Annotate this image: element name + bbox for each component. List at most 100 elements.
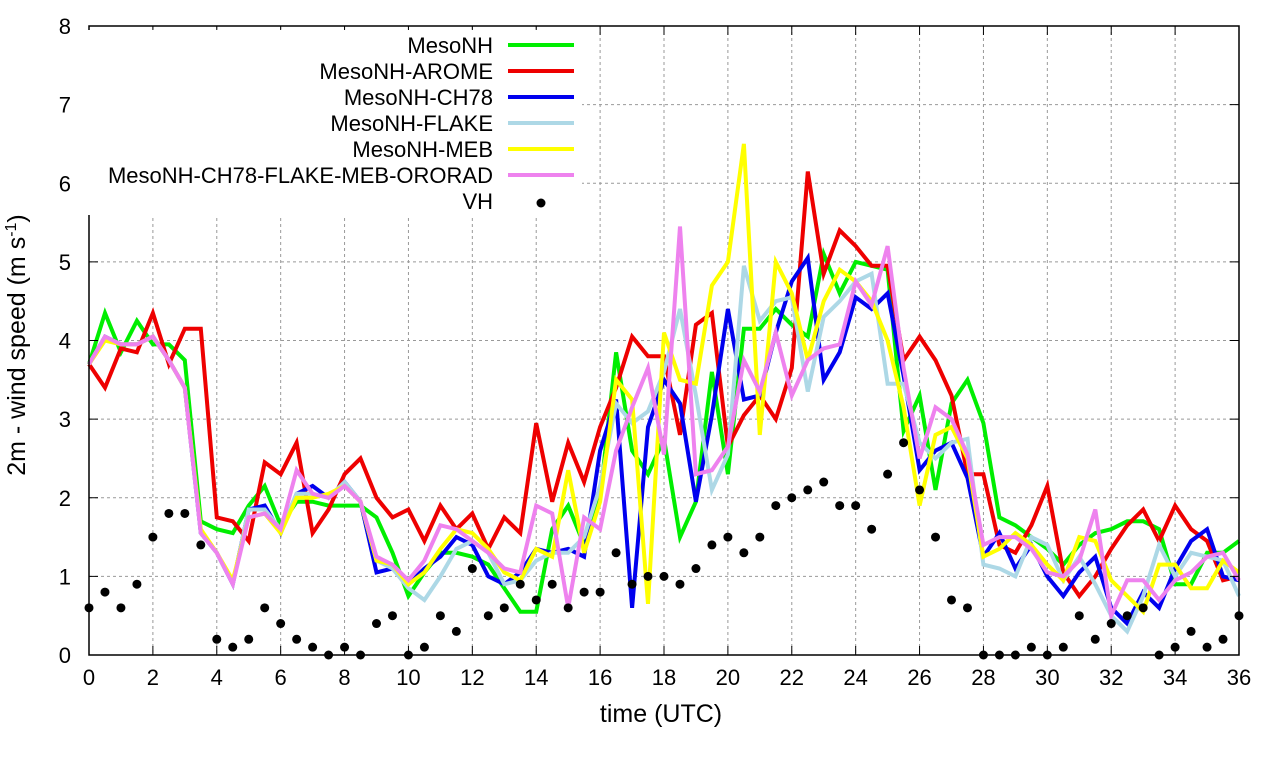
- vh-point: [627, 579, 637, 589]
- vh-point: [883, 469, 893, 479]
- vh-point: [451, 626, 461, 636]
- vh-point: [483, 611, 493, 621]
- vh-point: [308, 642, 318, 652]
- legend-background: [72, 30, 582, 215]
- vh-point: [1202, 642, 1212, 652]
- vh-point: [563, 603, 573, 613]
- series-mesonh-meb: [87, 143, 1241, 616]
- vh-point: [132, 579, 142, 589]
- vh-point: [915, 485, 925, 495]
- legend-label-mesonh-ch78: MesoNH-CH78: [344, 85, 493, 110]
- vh-point: [164, 508, 174, 518]
- vh-point: [947, 595, 956, 605]
- y-axis-label-main: 2m - wind speed (m s: [3, 237, 31, 476]
- vh-point: [643, 571, 653, 581]
- vh-point: [1218, 634, 1228, 644]
- vh-point: [867, 524, 877, 534]
- vh-point: [244, 634, 254, 644]
- vh-point: [1106, 619, 1116, 629]
- legend: MesoNHMesoNH-AROMEMesoNH-CH78MesoNH-FLAK…: [72, 30, 582, 215]
- x-tick-label: 4: [211, 665, 223, 690]
- y-tick-label: 7: [59, 93, 71, 118]
- vh-point: [659, 571, 669, 581]
- vh-point: [1026, 642, 1036, 652]
- vh-point: [723, 532, 733, 542]
- vh-point: [1058, 642, 1068, 652]
- legend-label-vh: VH: [462, 189, 493, 214]
- x-tick-label: 8: [338, 665, 350, 690]
- x-tick-label: 34: [1163, 665, 1187, 690]
- vh-point: [803, 485, 813, 495]
- series-layer: [84, 143, 1244, 660]
- x-tick-label: 26: [907, 665, 931, 690]
- x-axis-label: time (UTC): [600, 700, 722, 728]
- y-tick-label: 2: [59, 486, 71, 511]
- y-tick-labels: 0 1 2 3 4 5 6 7 8: [59, 14, 71, 668]
- y-axis-label-sup: -1: [3, 222, 20, 236]
- vh-point: [499, 603, 509, 613]
- series-line-mesonh-ch78-flake-meb-ororad: [87, 226, 1241, 623]
- vh-point: [515, 579, 525, 589]
- x-tick-label: 14: [524, 665, 548, 690]
- vh-point: [467, 564, 477, 574]
- x-tick-labels: 0 2 4 6 8 10 12 14 16 18 20 22 24 26 28 30 32 34 36: [83, 665, 1251, 690]
- x-tick-label: 20: [716, 665, 740, 690]
- vh-point: [675, 579, 685, 589]
- vh-point: [787, 493, 797, 503]
- vh-point: [531, 595, 541, 605]
- x-tick-label: 36: [1227, 665, 1251, 690]
- vh-point: [835, 501, 845, 511]
- vh-point: [228, 642, 238, 652]
- vh-point: [276, 619, 286, 629]
- y-tick-label: 0: [59, 643, 71, 668]
- x-tick-label: 22: [780, 665, 804, 690]
- legend-label-mesonh-arome: MesoNH-AROME: [319, 59, 493, 84]
- legend-label-mesonh-flake: MesoNH-FLAKE: [330, 111, 493, 136]
- vh-point: [579, 587, 589, 597]
- legend-label-mesonh: MesoNH: [407, 33, 493, 58]
- vh-point: [771, 501, 781, 511]
- x-tick-label: 0: [83, 665, 95, 690]
- vh-point: [707, 540, 717, 550]
- vh-point: [148, 532, 158, 542]
- y-tick-label: 8: [59, 14, 71, 39]
- series-line-mesonh-meb: [87, 143, 1241, 616]
- vh-point: [387, 611, 397, 621]
- y-tick-label: 3: [59, 407, 71, 432]
- x-tick-label: 30: [1035, 665, 1059, 690]
- x-tick-label: 32: [1099, 665, 1123, 690]
- vh-point: [739, 548, 749, 558]
- x-tick-label: 18: [652, 665, 676, 690]
- vh-point: [819, 477, 829, 487]
- vh-point: [962, 603, 972, 613]
- vh-point: [292, 634, 302, 644]
- vh-point: [1090, 634, 1100, 644]
- vh-point: [372, 619, 381, 629]
- vh-point: [1186, 626, 1196, 636]
- vh-point: [180, 508, 190, 518]
- vh-point: [547, 579, 557, 589]
- vh-point: [1138, 603, 1148, 613]
- vh-point: [1122, 611, 1132, 621]
- y-axis-label: 2m - wind speed (m s-1): [3, 214, 31, 476]
- vh-point: [611, 548, 621, 558]
- series-mesonh-ch78-flake-meb-ororad: [87, 226, 1241, 623]
- x-tick-label: 28: [971, 665, 995, 690]
- x-tick-label: 6: [275, 665, 287, 690]
- vh-point: [755, 532, 765, 542]
- x-tick-label: 12: [460, 665, 484, 690]
- legend-label-mesonh-meb: MesoNH-MEB: [352, 137, 493, 162]
- y-tick-label: 5: [59, 250, 71, 275]
- vh-point: [212, 634, 222, 644]
- vh-point: [1074, 611, 1084, 621]
- vh-point: [116, 603, 126, 613]
- y-tick-label: 6: [59, 171, 71, 196]
- x-tick-label: 2: [147, 665, 159, 690]
- y-tick-label: 4: [59, 329, 71, 354]
- vh-point: [196, 540, 206, 550]
- vh-point: [899, 438, 909, 448]
- vh-point: [851, 501, 861, 511]
- legend-label-mesonh-ch78-flake-meb-ororad: MesoNH-CH78-FLAKE-MEB-ORORAD: [108, 163, 493, 188]
- vh-point: [691, 564, 701, 574]
